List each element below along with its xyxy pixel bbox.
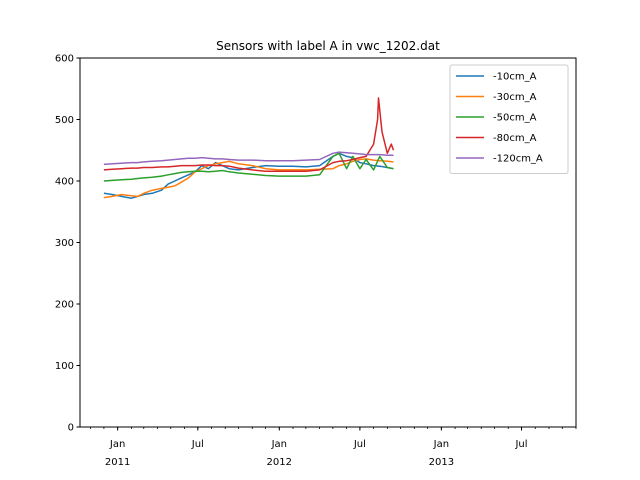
legend-label-1: -30cm_A xyxy=(493,92,537,103)
legend-label-3: -80cm_A xyxy=(493,133,537,144)
x-year-label-2: 2012 xyxy=(267,457,292,468)
x-tick-label-5: Jul xyxy=(514,439,527,450)
axes: 0 100 200 300 400 500 600 Jan 2011 Jul Jan 2012 Jul J… xyxy=(55,54,577,468)
plot-area xyxy=(103,97,395,199)
x-tick-label-4: Jan xyxy=(433,439,449,450)
series-line-3 xyxy=(103,97,395,172)
x-year-label-4: 2013 xyxy=(429,457,454,468)
legend-box xyxy=(449,64,569,174)
y-tick-label-2: 200 xyxy=(55,300,74,311)
y-tick-label-3: 300 xyxy=(55,238,74,249)
series-line-4 xyxy=(103,151,394,166)
x-year-label-0: 2011 xyxy=(105,457,130,468)
legend-label-0: -10cm_A xyxy=(493,72,537,83)
legend-label-2: -50cm_A xyxy=(493,113,537,124)
y-tick-label-6: 600 xyxy=(55,54,74,65)
y-tick-label-1: 100 xyxy=(55,361,74,372)
series-line-2 xyxy=(103,152,394,182)
x-tick-label-0: Jan xyxy=(109,439,125,450)
legend-label-4: -120cm_A xyxy=(493,154,543,165)
x-tick-label-3: Jul xyxy=(353,439,366,450)
y-tick-label-0: 0 xyxy=(68,423,74,434)
x-tick-label-2: Jan xyxy=(271,439,287,450)
x-tick-label-1: Jul xyxy=(191,439,204,450)
chart-title: Sensors with label A in vwc_1202.dat xyxy=(216,39,440,53)
y-tick-label-4: 400 xyxy=(55,177,74,188)
legend: -10cm_A -30cm_A -50cm_A -80cm_A -120cm_A xyxy=(449,64,569,174)
y-tick-label-5: 500 xyxy=(55,115,74,126)
